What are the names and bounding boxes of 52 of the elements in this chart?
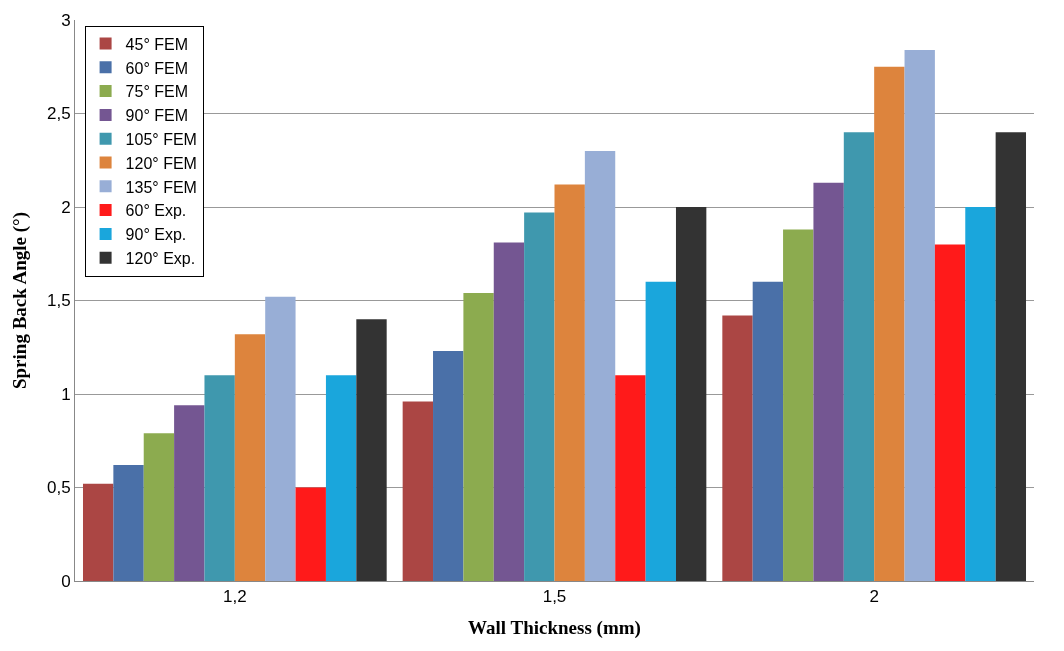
bar xyxy=(813,182,844,581)
bar xyxy=(584,150,616,581)
bar xyxy=(204,375,235,581)
bar xyxy=(752,281,784,581)
bar xyxy=(965,207,996,581)
y-tick-label: 2,5 xyxy=(46,104,71,124)
y-tick-label: 2 xyxy=(61,197,71,217)
legend-label: 60° Exp. xyxy=(125,202,187,220)
bar xyxy=(783,229,814,581)
bar xyxy=(433,350,464,581)
x-tick-label: 1,5 xyxy=(542,587,567,607)
bar xyxy=(934,244,966,581)
bar xyxy=(904,49,935,581)
y-tick-label: 3 xyxy=(61,10,71,30)
bar xyxy=(995,132,1027,581)
bar xyxy=(143,433,175,581)
bar xyxy=(295,487,326,581)
y-tick-label: 1,5 xyxy=(46,291,71,311)
legend-label: 105° FEM xyxy=(125,130,197,148)
legend-label: 120° FEM xyxy=(125,154,197,172)
bar xyxy=(524,212,555,581)
bar xyxy=(402,401,434,581)
bar xyxy=(113,465,144,581)
legend-label: 60° FEM xyxy=(125,59,189,77)
x-tick-label: 1,2 xyxy=(223,587,247,607)
x-tick-label: 2 xyxy=(869,587,879,607)
y-tick-label: 1 xyxy=(61,384,71,404)
bar xyxy=(325,375,357,581)
bar xyxy=(82,483,114,581)
bar xyxy=(356,319,387,581)
bar xyxy=(675,207,707,581)
legend-label: 90° Exp. xyxy=(125,226,187,244)
bar xyxy=(554,184,585,581)
legend-label: 45° FEM xyxy=(125,35,189,53)
bar xyxy=(843,132,875,581)
bar xyxy=(615,375,646,581)
legend-label: 75° FEM xyxy=(125,83,189,101)
bar xyxy=(174,405,205,581)
y-axis-title: Spring Back Angle (°) xyxy=(8,211,31,390)
bar xyxy=(463,293,494,581)
legend-label: 120° Exp. xyxy=(125,249,196,267)
x-axis-title: Wall Thickness (mm) xyxy=(468,617,641,640)
legend-label: 135° FEM xyxy=(125,178,197,196)
y-tick-label: 0 xyxy=(61,571,71,591)
bar xyxy=(722,315,753,581)
bar xyxy=(493,242,525,581)
bar xyxy=(234,334,266,581)
bar xyxy=(645,281,676,581)
legend-label: 90° FEM xyxy=(125,107,189,125)
bar xyxy=(874,66,905,581)
bar xyxy=(265,296,296,581)
y-tick-label: 0,5 xyxy=(46,478,71,498)
